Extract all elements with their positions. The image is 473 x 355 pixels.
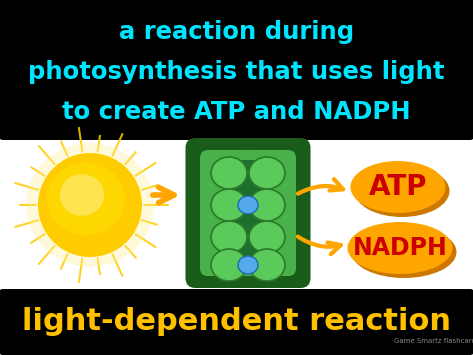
FancyBboxPatch shape [233, 160, 263, 266]
FancyBboxPatch shape [185, 138, 310, 288]
Ellipse shape [47, 163, 125, 235]
Ellipse shape [350, 161, 446, 213]
Text: light-dependent reaction: light-dependent reaction [22, 307, 451, 337]
Text: photosynthesis that uses light: photosynthesis that uses light [28, 60, 445, 84]
Ellipse shape [211, 249, 247, 281]
Ellipse shape [238, 196, 258, 214]
Ellipse shape [211, 189, 247, 221]
Ellipse shape [249, 249, 285, 281]
Ellipse shape [26, 143, 154, 267]
Ellipse shape [60, 174, 104, 216]
FancyBboxPatch shape [0, 289, 473, 355]
FancyBboxPatch shape [242, 150, 296, 276]
FancyBboxPatch shape [200, 150, 254, 276]
Ellipse shape [249, 189, 285, 221]
Ellipse shape [211, 157, 247, 189]
Ellipse shape [249, 157, 285, 189]
Text: ATP: ATP [369, 173, 427, 201]
Ellipse shape [38, 153, 142, 257]
Text: Game Smartz flashcard: Game Smartz flashcard [394, 338, 473, 344]
Ellipse shape [354, 165, 449, 217]
Text: a reaction during: a reaction during [119, 20, 354, 44]
Text: NADPH: NADPH [353, 236, 447, 260]
Ellipse shape [211, 221, 247, 253]
Ellipse shape [348, 222, 453, 274]
Ellipse shape [238, 256, 258, 274]
Ellipse shape [249, 221, 285, 253]
Ellipse shape [351, 226, 456, 278]
Text: to create ATP and NADPH: to create ATP and NADPH [62, 100, 411, 124]
FancyBboxPatch shape [0, 0, 473, 140]
